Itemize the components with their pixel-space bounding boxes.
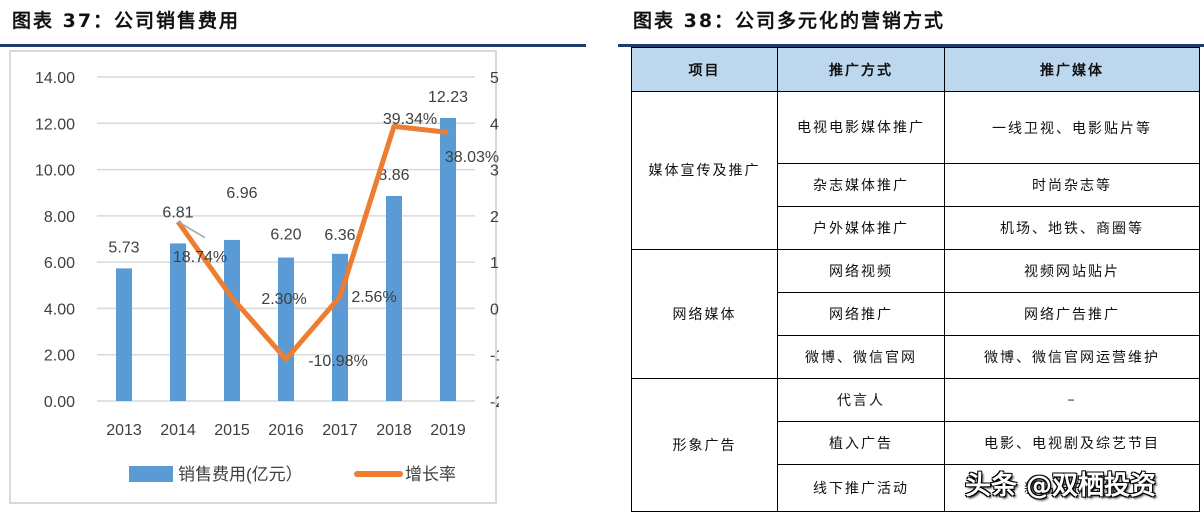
left-axis-tick: 8.00 (44, 209, 75, 226)
x-axis-ticks: 2013 2014 2015 2016 2017 2018 2019 (106, 422, 466, 439)
bar-value-label: 6.96 (226, 185, 257, 202)
media-cell: 视频网站贴片 (944, 249, 1200, 293)
x-axis-tick: 2017 (322, 422, 358, 439)
marketing-methods-table: 项目 推广方式 推广媒体 媒体宣传及推广 电视电影媒体推广 一线卫视、电影贴片等… (631, 47, 1200, 512)
right-axis-tick: -10.00% (490, 348, 499, 365)
left-axis-tick: 4.00 (44, 301, 75, 318)
x-axis-tick: 2015 (214, 422, 250, 439)
x-axis-tick: 2016 (268, 422, 304, 439)
media-cell: 时尚杂志等 (944, 163, 1200, 207)
sales-expense-chart: 0.00 2.00 4.00 6.00 8.00 10.00 12.00 14.00 -20.… (9, 50, 550, 504)
line-data-labels: 18.74% 2.30% -10.98% 2.56% 39.34% 38.03% (173, 111, 499, 370)
table-row: 线下推广活动 新品发布会等 (632, 464, 1200, 512)
right-axis-tick: 0.00% (490, 301, 499, 318)
table-row: 媒体宣传及推广 电视电影媒体推广 一线卫视、电影贴片等 (631, 91, 1200, 250)
bar-2013 (116, 268, 132, 401)
right-axis-ticks: -20.00%-10.00%0.00%10.00%20.00%30.00%40.… (490, 70, 550, 411)
left-axis-tick: 0.00 (44, 394, 75, 411)
method-cell: 线下推广活动 (777, 464, 945, 512)
table-row: 户外媒体推广 机场、地铁、商圈等 (632, 206, 1200, 250)
method-cell: 植入广告 (777, 421, 945, 465)
line-value-label: 2.56% (351, 289, 396, 306)
media-cell: 新品发布会等 (944, 464, 1200, 512)
legend-line-label: 增长率 (405, 465, 456, 484)
media-cell: 电影、电视剧及综艺节目 (944, 421, 1200, 465)
bar-value-label: 5.73 (108, 239, 139, 256)
label-leader-line (177, 221, 206, 239)
watermark-text: 头条 @双栖投资 (965, 471, 1157, 501)
legend-bar-label: 销售费用(亿元） (178, 465, 303, 484)
line-value-label: 39.34% (383, 111, 437, 128)
left-axis-tick: 2.00 (44, 348, 75, 365)
growth-rate-line (175, 123, 449, 362)
method-cell: 代言人 (777, 378, 945, 422)
group-item-cell: 媒体宣传及推广 (631, 91, 778, 250)
left-axis-tick: 14.00 (35, 70, 75, 87)
x-axis-tick: 2014 (160, 422, 196, 439)
line-value-label: -10.98% (308, 353, 368, 370)
left-axis-tick: 12.00 (35, 116, 75, 133)
x-axis-tick: 2013 (106, 422, 142, 439)
line-value-label: 38.03% (445, 149, 499, 166)
method-cell: 网络推广 (777, 292, 945, 336)
media-cell: 网络广告推广 (944, 292, 1200, 336)
header-item: 项目 (631, 47, 778, 92)
left-axis-tick: 6.00 (44, 255, 75, 272)
left-axis-ticks: 0.00 2.00 4.00 6.00 8.00 10.00 12.00 14.00 (35, 70, 75, 411)
method-cell: 杂志媒体推广 (777, 163, 945, 207)
line-series (175, 123, 449, 362)
right-axis-tick: -20.00% (490, 394, 499, 411)
media-cell: – (944, 378, 1200, 422)
table-row: 杂志媒体推广 时尚杂志等 (632, 163, 1200, 207)
bar-2016 (278, 257, 294, 401)
line-value-label: 18.74% (173, 249, 227, 266)
media-cell: 机场、地铁、商圈等 (944, 206, 1200, 250)
bar-value-label: 8.86 (378, 167, 409, 184)
bar-2019 (440, 117, 456, 401)
bar-value-label: 6.20 (270, 227, 301, 244)
bar-2018 (386, 195, 402, 401)
media-cell: 一线卫视、电影贴片等 (944, 91, 1200, 164)
table-header-row: 项目 推广方式 推广媒体 (631, 47, 1200, 92)
line-value-label: 2.30% (261, 291, 306, 308)
chart-canvas: 0.00 2.00 4.00 6.00 8.00 10.00 12.00 14.00 -20.… (35, 70, 550, 484)
bar-value-label: 12.23 (428, 89, 468, 106)
group-item-cell: 形象广告 (631, 378, 778, 512)
table-row: 植入广告 电影、电视剧及综艺节目 (632, 421, 1200, 465)
method-cell: 微博、微信官网 (777, 335, 945, 379)
legend-bar-swatch (129, 466, 173, 482)
bar-series (116, 117, 456, 401)
method-cell: 网络视频 (777, 249, 945, 293)
right-axis-tick: 50.00% (490, 70, 499, 87)
bar-value-label: 6.36 (324, 227, 355, 244)
header-media: 推广媒体 (944, 47, 1200, 92)
left-axis-tick: 10.00 (35, 163, 75, 180)
figure-37-title: 图表 37：公司销售费用 (12, 10, 241, 32)
right-axis-tick: 10.00% (490, 255, 499, 272)
right-axis-tick: 40.00% (490, 116, 499, 133)
bar-value-label: 6.81 (162, 204, 193, 221)
table-row: 网络媒体 网络视频 视频网站贴片 (631, 249, 1200, 379)
figure-37-rule (0, 44, 586, 47)
bar-data-labels: 5.73 6.81 6.96 6.20 6.36 8.86 12.23 (108, 89, 468, 256)
table-row: 形象广告 代言人 – (631, 378, 1200, 512)
figure-38-title: 图表 38：公司多元化的营销方式 (633, 10, 946, 32)
figure-38-rule (618, 44, 1204, 47)
table-row: 微博、微信官网 微博、微信官网运营维护 (632, 335, 1200, 379)
x-axis-tick: 2019 (430, 422, 466, 439)
x-axis-tick: 2018 (376, 422, 412, 439)
bar-2014 (170, 243, 186, 401)
chart-legend: 销售费用(亿元） 增长率 (129, 465, 456, 484)
bar-2015 (224, 239, 240, 401)
right-axis-tick: 20.00% (490, 209, 499, 226)
group-item-cell: 网络媒体 (631, 249, 778, 379)
method-cell: 电视电影媒体推广 (777, 91, 945, 164)
method-cell: 户外媒体推广 (777, 206, 945, 250)
header-method: 推广方式 (777, 47, 945, 92)
media-cell: 微博、微信官网运营维护 (944, 335, 1200, 379)
